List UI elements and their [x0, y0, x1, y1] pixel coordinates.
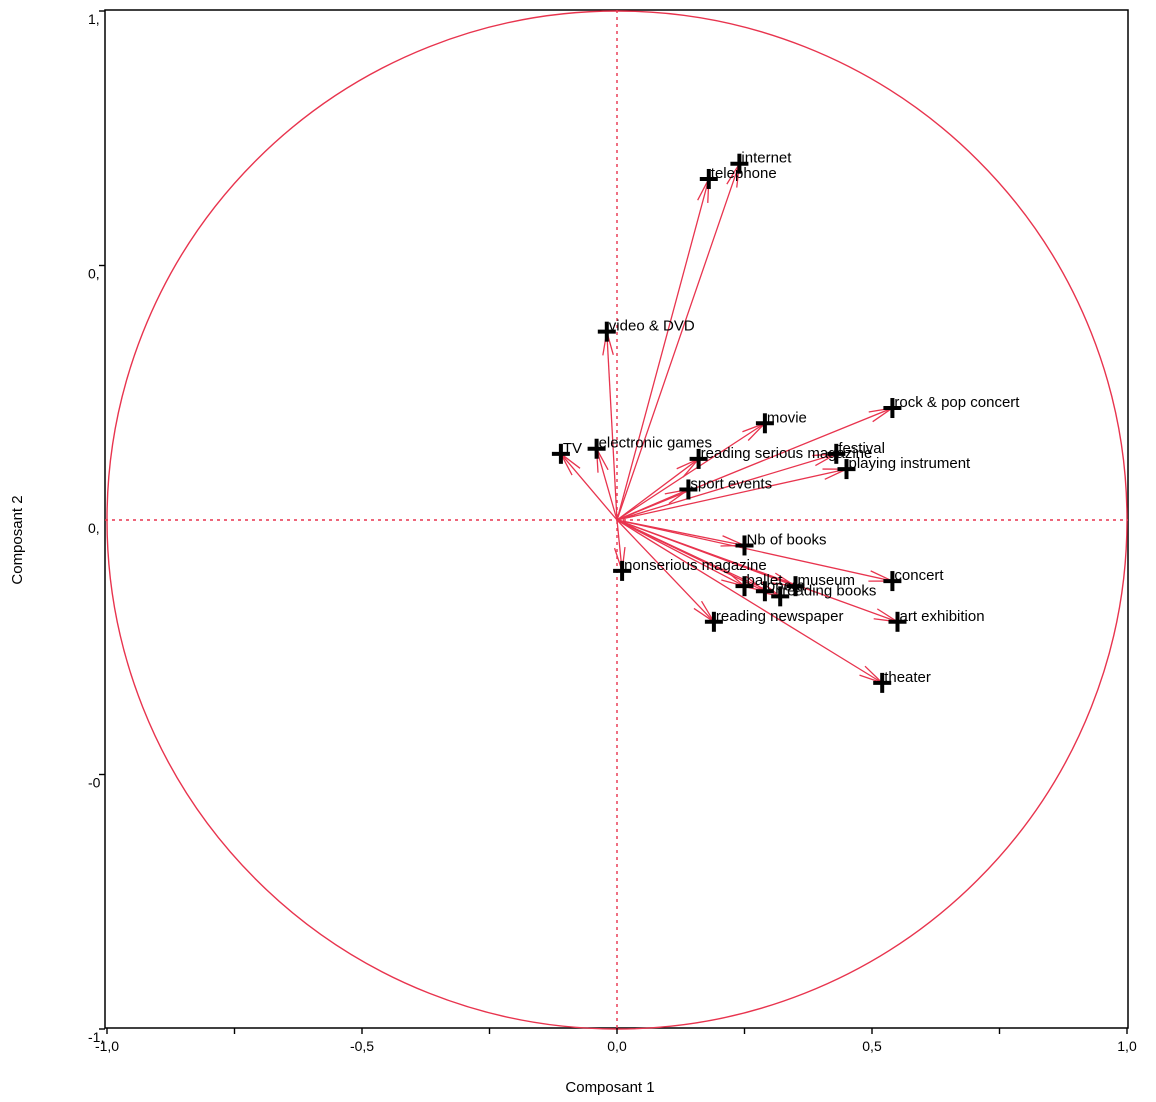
point-label: concert — [894, 567, 944, 584]
loading-arrow — [616, 519, 781, 597]
arrow-head — [742, 422, 766, 441]
point-label: sport events — [690, 475, 772, 492]
point-label: playing instrument — [849, 455, 972, 472]
point-label: reading books — [782, 582, 876, 599]
point-label: electronic games — [599, 435, 712, 452]
point-marker — [755, 581, 774, 602]
point-marker — [613, 560, 632, 581]
point-marker — [873, 672, 892, 693]
x-axis-title: Composant 1 — [565, 1079, 654, 1096]
point-marker — [551, 443, 570, 464]
loading-arrow — [616, 519, 893, 582]
x-tick-label: 1,0 — [1117, 1038, 1137, 1054]
loading-arrow — [616, 488, 689, 521]
y-tick-label: -0 — [88, 775, 101, 791]
point-marker — [837, 459, 856, 480]
arrow-head — [868, 407, 893, 423]
point-label: ballet — [747, 572, 784, 589]
point-label: movie — [767, 409, 807, 426]
point-label: rock & pop concert — [894, 394, 1020, 411]
y-tick-label: 1, — [88, 11, 100, 27]
point-label: TV — [563, 440, 582, 457]
point-label: reading serious magazine — [701, 445, 873, 462]
loading-arrow — [616, 422, 766, 521]
point-label: telephone — [711, 165, 777, 182]
x-tick-label: 0,0 — [607, 1038, 627, 1054]
loading-arrow — [616, 453, 837, 521]
point-marker — [699, 168, 718, 189]
point-marker — [771, 586, 790, 607]
loading-arrow — [616, 519, 898, 623]
point-marker — [786, 576, 805, 597]
y-tick-label: -1, — [88, 1029, 104, 1045]
point-label: reading newspaper — [716, 608, 844, 625]
loading-arrow — [616, 178, 710, 521]
loading-arrow — [616, 519, 883, 684]
loading-arrow — [606, 331, 618, 521]
point-label: internet — [741, 150, 792, 167]
loading-arrow — [616, 519, 715, 623]
point-label: festival — [838, 440, 885, 457]
x-tick-label: -1,0 — [95, 1038, 119, 1054]
point-marker — [883, 398, 902, 419]
point-label: museum — [798, 572, 856, 589]
point-label: video & DVD — [609, 318, 695, 335]
point-marker — [883, 571, 902, 592]
x-tick-label: -0,5 — [350, 1038, 374, 1054]
point-marker — [679, 479, 698, 500]
loading-arrow — [616, 163, 741, 521]
y-tick-label: 0, — [88, 266, 100, 282]
loading-arrow — [616, 458, 699, 521]
point-label: theater — [884, 669, 931, 686]
point-marker — [597, 321, 616, 342]
arrow-head — [859, 665, 883, 684]
point-marker — [730, 153, 749, 174]
point-label: Nb of books — [747, 531, 827, 548]
loading-arrow — [616, 468, 847, 521]
point-marker — [689, 448, 708, 469]
y-tick-label: 0, — [88, 520, 100, 536]
point-marker — [827, 443, 846, 464]
point-marker — [587, 438, 606, 459]
point-marker — [755, 413, 774, 434]
loading-arrow — [595, 448, 618, 521]
y-axis-title: Composant 2 — [9, 495, 26, 584]
point-label: opera — [767, 577, 806, 594]
point-label: art exhibition — [900, 608, 985, 625]
point-marker — [704, 611, 723, 632]
point-marker — [888, 611, 907, 632]
x-tick-label: 0,5 — [862, 1038, 882, 1054]
loading-arrow — [616, 519, 745, 587]
point-marker — [735, 535, 754, 556]
loading-arrow — [616, 407, 893, 521]
point-label: nonserious magazine — [624, 557, 767, 574]
point-marker — [735, 576, 754, 597]
loading-arrow — [560, 453, 618, 521]
